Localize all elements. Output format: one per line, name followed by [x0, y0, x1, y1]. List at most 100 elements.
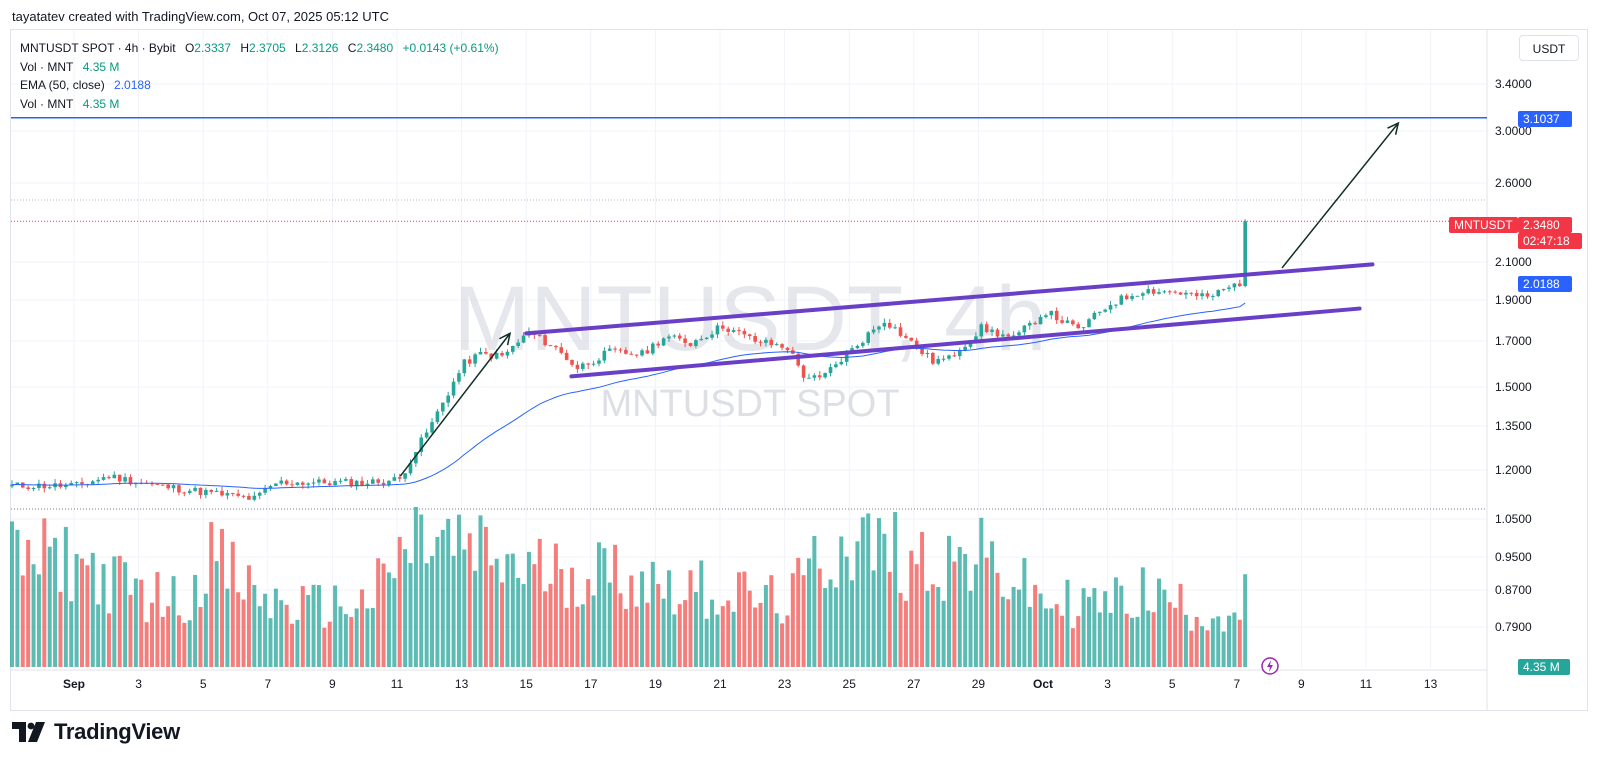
- price-tick-label: 1.3500: [1495, 419, 1532, 433]
- volume-bar: [844, 556, 849, 667]
- time-tick-label: 3: [1104, 677, 1111, 691]
- candle: [747, 333, 752, 340]
- time-tick-label: 13: [455, 677, 469, 691]
- legend-open-label: O: [184, 41, 195, 55]
- chart-caption: tayatatev created with TradingView.com, …: [12, 9, 389, 24]
- candle: [360, 476, 364, 487]
- volume-bar: [225, 588, 230, 667]
- volume-bar: [656, 583, 661, 667]
- volume-bar: [979, 517, 984, 667]
- candle: [257, 491, 262, 500]
- volume-bar: [893, 512, 898, 667]
- volume-bar: [128, 594, 133, 667]
- volume-bar: [489, 565, 494, 667]
- price-tick-label: 2.1000: [1495, 255, 1532, 269]
- candle: [855, 344, 860, 349]
- candle: [193, 485, 197, 493]
- candle: [225, 490, 230, 500]
- tradingview-logo[interactable]: TradingView: [12, 719, 180, 745]
- volume-bar: [806, 558, 811, 667]
- time-tick-label: Oct: [1033, 677, 1053, 691]
- chart-frame[interactable]: [10, 29, 1588, 711]
- candle: [904, 333, 908, 339]
- volume-bar: [1016, 589, 1021, 667]
- lightning-icon: [1261, 657, 1279, 675]
- candle: [69, 480, 74, 485]
- volume-bar: [381, 563, 386, 667]
- candle: [683, 334, 687, 348]
- legend-row-ema[interactable]: EMA (50, close) 2.0188: [20, 76, 499, 95]
- volume-bar: [1097, 612, 1102, 667]
- candle: [274, 483, 278, 487]
- candle: [1205, 290, 1210, 299]
- candle: [548, 344, 553, 347]
- volume-bar: [532, 564, 537, 667]
- volume-bar: [812, 535, 817, 667]
- volume-bar: [688, 570, 693, 667]
- volume-bar: [133, 578, 138, 667]
- volume-bar: [817, 568, 822, 667]
- time-tick-label: 9: [1298, 677, 1305, 691]
- volume-bar: [607, 582, 612, 667]
- legend-symbol[interactable]: MNTUSDT SPOT · 4h · Bybit: [20, 41, 176, 55]
- time-tick-label: 11: [391, 677, 404, 691]
- volume-bar: [284, 604, 289, 667]
- candle: [1092, 311, 1097, 321]
- candle: [554, 345, 558, 351]
- price-tick-label: 3.4000: [1495, 77, 1532, 91]
- volume-bar: [63, 526, 68, 667]
- legend-row-volume[interactable]: Vol · MNT 4.35 M: [20, 58, 499, 77]
- volume-bar: [720, 606, 725, 667]
- candle: [694, 338, 698, 349]
- volume-bar: [316, 585, 321, 667]
- volume-bar: [903, 600, 908, 667]
- candle: [473, 352, 477, 368]
- candle: [1065, 316, 1070, 324]
- horizontal-line-price-tag: 3.1037: [1518, 111, 1572, 127]
- candle: [236, 489, 240, 498]
- volume-bar: [618, 593, 623, 667]
- price-tick-label: 0.9500: [1495, 550, 1532, 564]
- candle: [457, 369, 461, 385]
- candle: [995, 327, 1000, 339]
- volume-bar: [586, 579, 591, 667]
- candle: [721, 321, 725, 332]
- volume-bar: [1157, 578, 1162, 667]
- candle: [505, 349, 510, 359]
- price-axis: 3.4000 3.0000 2.6000 2.1000 1.9000 1.7000 1.50…: [1495, 77, 1532, 634]
- candle: [333, 478, 337, 486]
- volume-bar: [596, 542, 601, 667]
- volume-bar: [295, 619, 300, 667]
- candle: [204, 487, 208, 499]
- candle: [1162, 289, 1167, 294]
- volume-bar: [370, 607, 375, 667]
- candle: [1124, 293, 1129, 301]
- candle: [640, 348, 644, 357]
- candle: [817, 371, 822, 381]
- volume-bar: [58, 591, 63, 667]
- volume-bar: [823, 588, 828, 667]
- chart-legend: MNTUSDT SPOT · 4h · Bybit O2.3337 H2.370…: [20, 39, 499, 113]
- volume-bar: [273, 588, 278, 667]
- volume-bar: [478, 515, 483, 667]
- volume-bar: [666, 570, 671, 667]
- candle: [214, 488, 219, 492]
- volume-bar: [42, 518, 47, 667]
- volume-bar: [20, 575, 25, 667]
- candle: [607, 345, 612, 351]
- price-tick-label: 1.7000: [1495, 334, 1532, 348]
- volume-bar: [537, 538, 542, 667]
- currency-button[interactable]: USDT: [1519, 35, 1579, 61]
- volume-bar: [1189, 630, 1194, 667]
- volume-bar: [419, 514, 424, 667]
- volume-bar: [801, 575, 806, 667]
- volume-bar: [257, 606, 262, 667]
- legend-row-volume-2[interactable]: Vol · MNT 4.35 M: [20, 95, 499, 114]
- candle: [268, 484, 273, 491]
- volume-bar: [279, 600, 284, 667]
- volume-bar: [1070, 628, 1075, 667]
- candle: [704, 336, 709, 340]
- volume-bar: [96, 604, 101, 667]
- volume-bar: [198, 607, 203, 667]
